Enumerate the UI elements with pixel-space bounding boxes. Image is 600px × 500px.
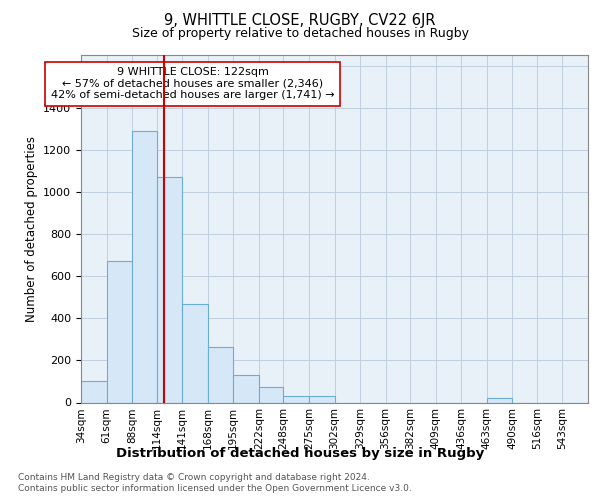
Text: 9, WHITTLE CLOSE, RUGBY, CV22 6JR: 9, WHITTLE CLOSE, RUGBY, CV22 6JR: [164, 12, 436, 28]
Bar: [182, 304, 208, 402]
Bar: [208, 346, 233, 403]
Y-axis label: Number of detached properties: Number of detached properties: [25, 136, 38, 322]
Text: Distribution of detached houses by size in Rugby: Distribution of detached houses by size …: [116, 448, 484, 460]
Bar: [309, 396, 335, 402]
Bar: [283, 396, 309, 402]
Bar: [259, 386, 283, 402]
Text: Contains public sector information licensed under the Open Government Licence v3: Contains public sector information licen…: [18, 484, 412, 493]
Bar: [233, 375, 259, 402]
Bar: [132, 131, 157, 402]
Bar: [157, 177, 182, 402]
Text: 9 WHITTLE CLOSE: 122sqm
← 57% of detached houses are smaller (2,346)
42% of semi: 9 WHITTLE CLOSE: 122sqm ← 57% of detache…: [51, 67, 334, 100]
Text: Contains HM Land Registry data © Crown copyright and database right 2024.: Contains HM Land Registry data © Crown c…: [18, 472, 370, 482]
Bar: [487, 398, 512, 402]
Text: Size of property relative to detached houses in Rugby: Size of property relative to detached ho…: [131, 28, 469, 40]
Bar: [107, 262, 132, 402]
Bar: [81, 382, 107, 402]
